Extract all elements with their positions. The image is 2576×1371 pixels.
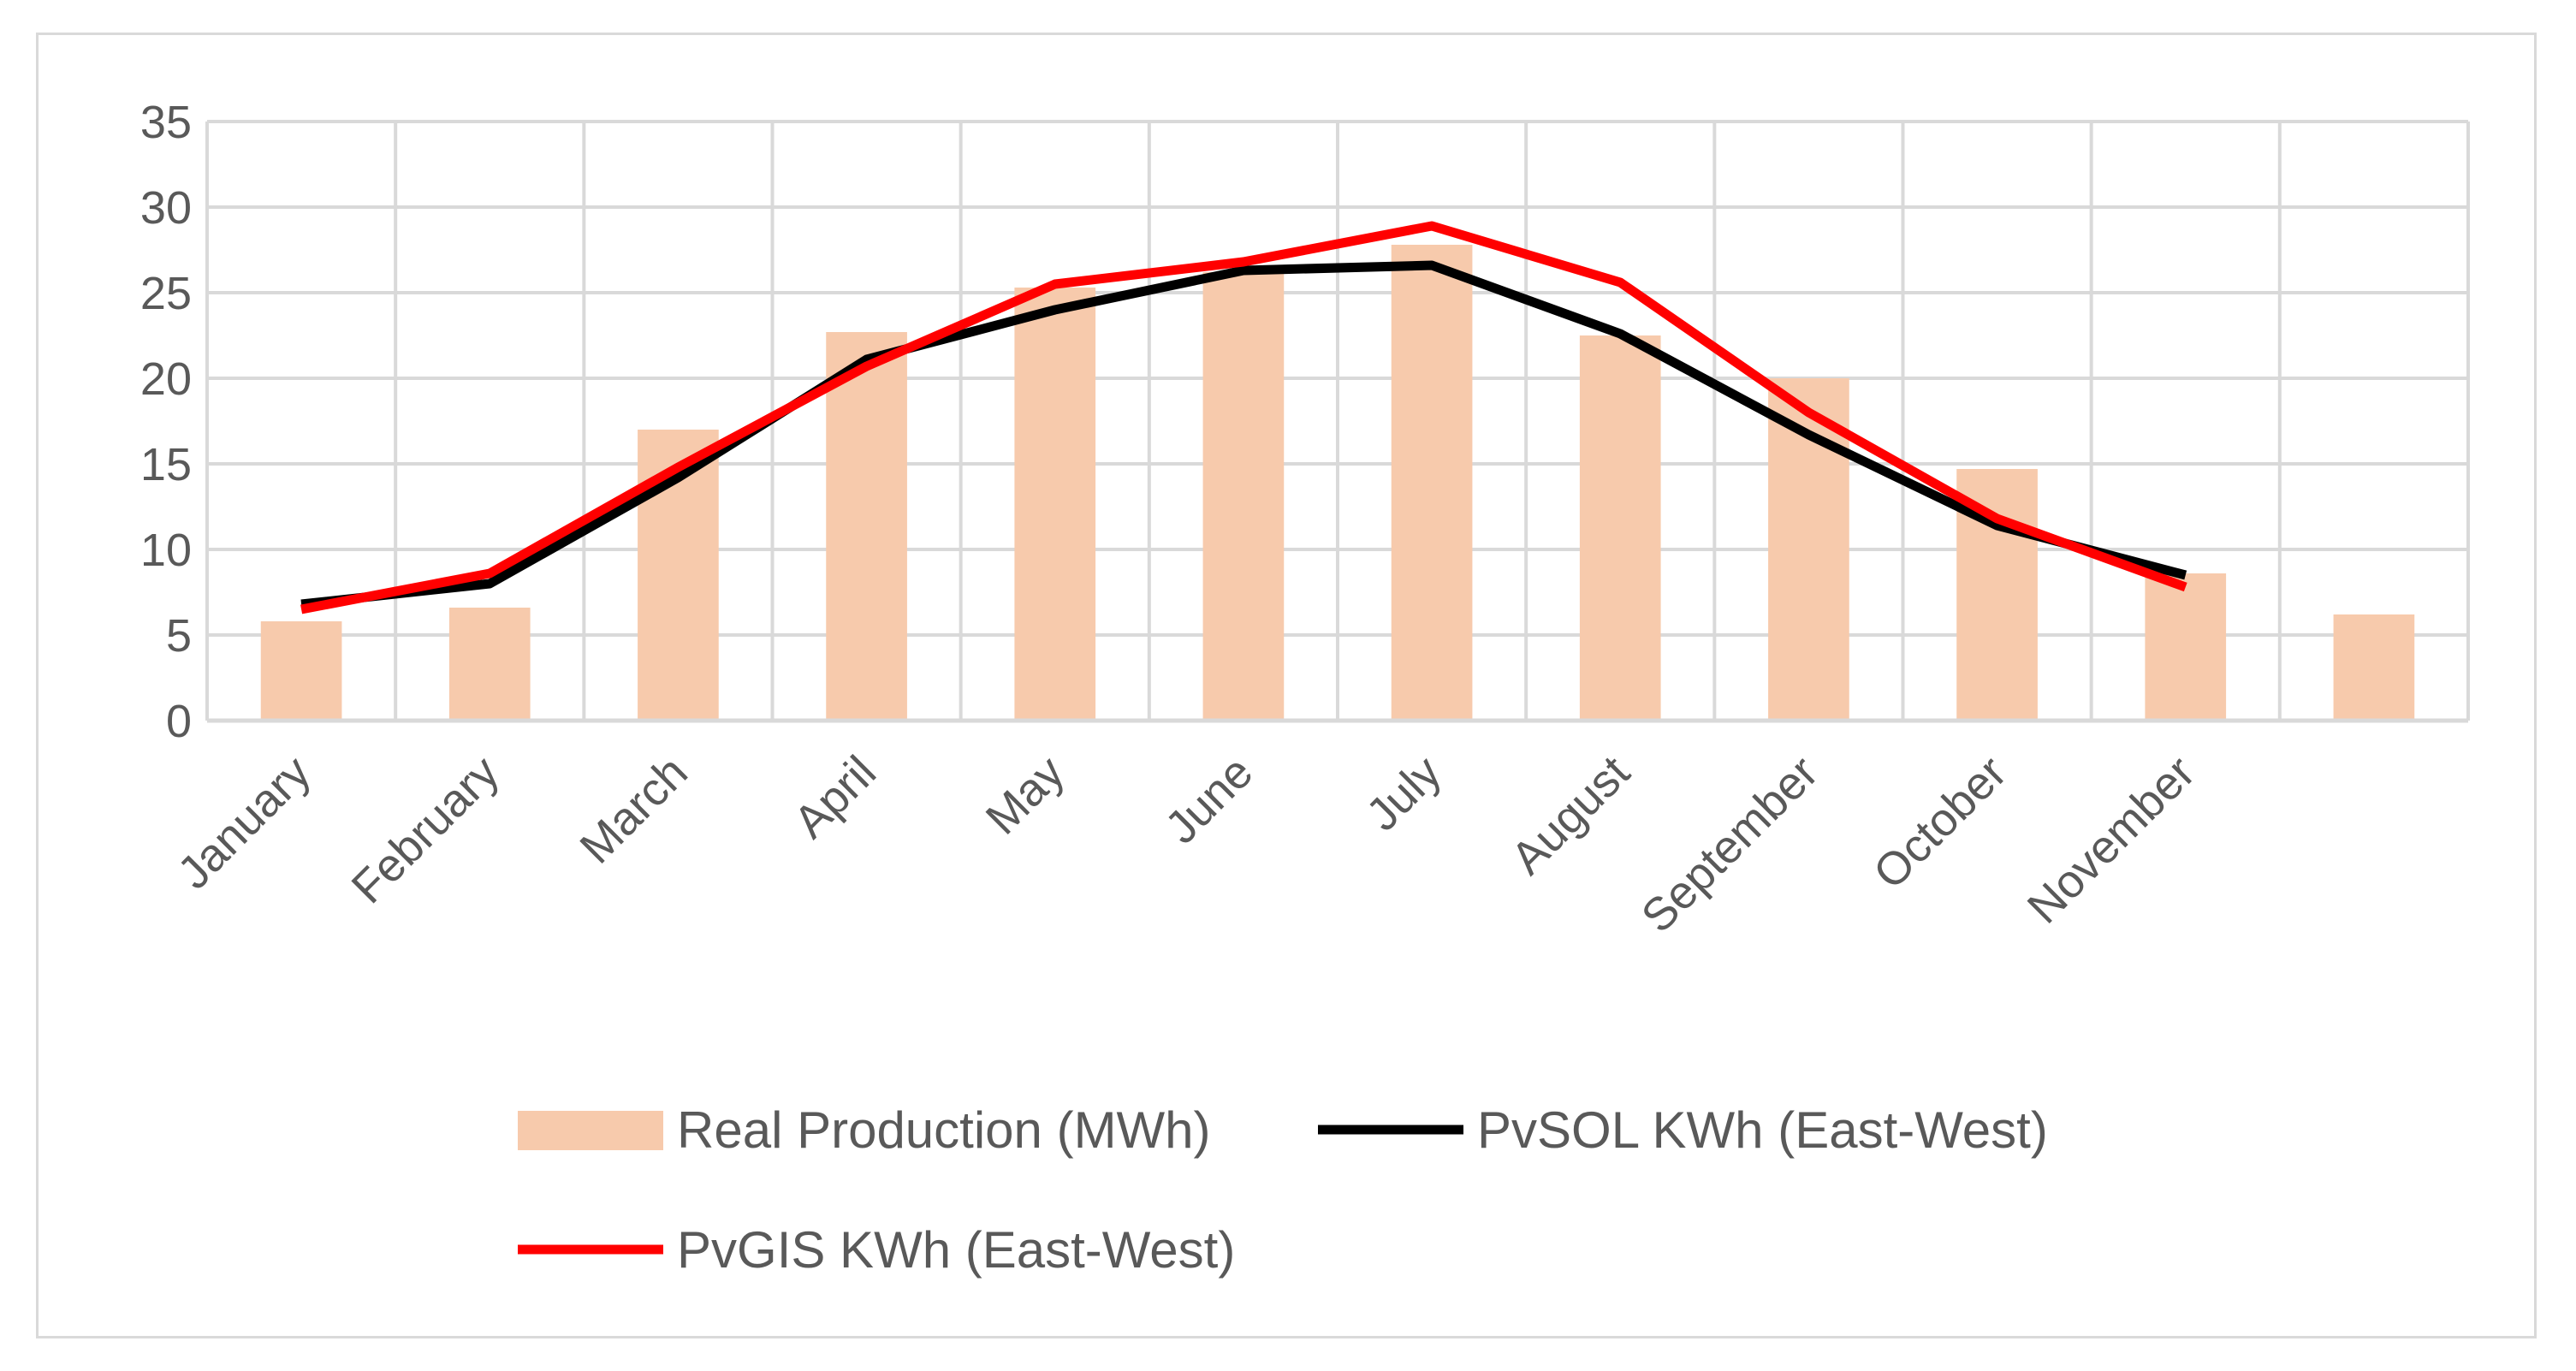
bar-january <box>260 621 342 721</box>
line-series-1 <box>300 260 2187 609</box>
axes: 0 5 10 15 20 25 30 35 January February March April M… <box>140 97 2468 942</box>
bar-blank <box>2333 614 2415 721</box>
x-tick-label: May <box>976 746 1075 845</box>
y-tick-label: 5 <box>166 610 192 662</box>
x-tick-label: June <box>1155 746 1262 853</box>
legend-label: Real Production (MWh) <box>677 1101 1211 1159</box>
x-tick-label: November <box>2018 746 2205 934</box>
x-tick-label: January <box>168 746 320 899</box>
bar-april <box>826 332 907 721</box>
y-tick-label: 0 <box>166 696 192 747</box>
x-tick-label: August <box>1501 746 1639 884</box>
gridlines <box>205 120 2470 721</box>
y-tick-label: 20 <box>140 353 192 405</box>
y-tick-label: 30 <box>140 182 192 234</box>
bar-february <box>448 608 531 721</box>
x-tick-label: September <box>1632 746 1828 942</box>
bar-july <box>1391 245 1473 721</box>
legend: Real Production (MWh) PvSOL KWh (East-Wes… <box>518 1101 2048 1279</box>
bar-may <box>1014 288 1096 721</box>
y-tick-label: 25 <box>140 268 192 319</box>
x-tick-label: March <box>570 746 697 874</box>
x-tick-label: July <box>1356 746 1451 840</box>
line-series-2 <box>300 221 2187 614</box>
x-tick-label: April <box>784 746 886 848</box>
y-tick-label: 15 <box>140 439 192 490</box>
y-tick-label: 10 <box>140 525 192 576</box>
bar-june <box>1202 272 1285 721</box>
bar-august <box>1579 335 1661 721</box>
x-tick-label: October <box>1864 746 2016 899</box>
x-tick-label: February <box>342 746 509 913</box>
y-tick-label: 35 <box>140 97 192 148</box>
line-series <box>300 221 2187 614</box>
legend-label: PvSOL KWh (East-West) <box>1477 1101 2048 1159</box>
legend-label: PvGIS KWh (East-West) <box>677 1221 1235 1279</box>
bar-november <box>2145 573 2227 721</box>
legend-swatch-bar <box>518 1111 663 1150</box>
